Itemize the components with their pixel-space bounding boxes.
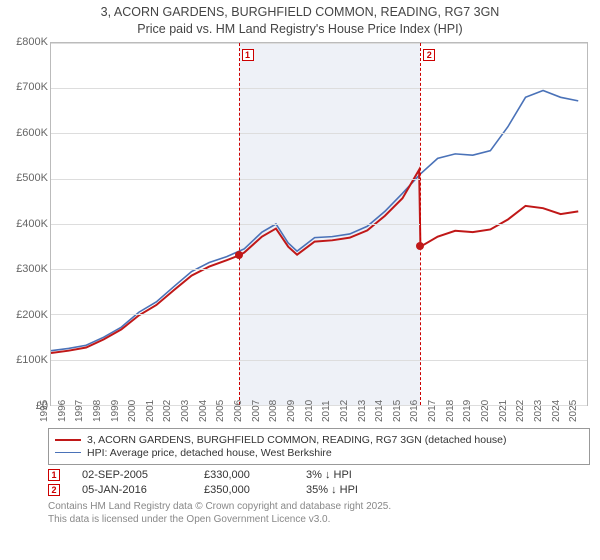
x-tick-label: 1995 xyxy=(39,400,41,422)
y-tick-label: £100K xyxy=(16,354,48,366)
chart-area: £0£100K£200K£300K£400K£500K£600K£700K£80… xyxy=(8,42,592,424)
gridline-h xyxy=(51,224,587,225)
gridline-h xyxy=(51,360,587,361)
sale-dot xyxy=(416,242,424,250)
gridline-h xyxy=(51,133,587,134)
y-axis: £0£100K£200K£300K£400K£500K£600K£700K£80… xyxy=(8,42,50,406)
series-hpi xyxy=(51,90,578,350)
chart-container: 3, ACORN GARDENS, BURGHFIELD COMMON, REA… xyxy=(0,0,600,560)
x-tick-label: 1998 xyxy=(92,400,94,422)
plot-area: 12 xyxy=(50,42,588,406)
y-tick-label: £700K xyxy=(16,81,48,93)
sale-row: 2 05-JAN-2016 £350,000 35% ↓ HPI xyxy=(48,484,590,496)
x-tick-label: 2023 xyxy=(533,400,535,422)
title-line1: 3, ACORN GARDENS, BURGHFIELD COMMON, REA… xyxy=(10,4,590,21)
sale-hpi-delta: 35% ↓ HPI xyxy=(306,484,396,496)
y-tick-label: £300K xyxy=(16,263,48,275)
title-line2: Price paid vs. HM Land Registry's House … xyxy=(10,21,590,38)
legend-label: HPI: Average price, detached house, West… xyxy=(87,447,332,459)
x-tick-label: 2017 xyxy=(427,400,429,422)
sale-row-marker: 2 xyxy=(48,484,60,496)
gridline-h xyxy=(51,314,587,315)
sale-dot xyxy=(235,251,243,259)
sale-row-marker: 1 xyxy=(48,469,60,481)
x-tick-label: 2005 xyxy=(215,400,217,422)
sale-price: £350,000 xyxy=(204,484,284,496)
gridline-h xyxy=(51,179,587,180)
x-tick-label: 2019 xyxy=(462,400,464,422)
x-tick-label: 2007 xyxy=(251,400,253,422)
sale-date: 02-SEP-2005 xyxy=(82,469,182,481)
attribution: Contains HM Land Registry data © Crown c… xyxy=(48,500,590,526)
sale-marker-line xyxy=(420,43,421,405)
x-tick-label: 2004 xyxy=(198,400,200,422)
x-tick-label: 2014 xyxy=(374,400,376,422)
legend: 3, ACORN GARDENS, BURGHFIELD COMMON, REA… xyxy=(48,428,590,465)
title-block: 3, ACORN GARDENS, BURGHFIELD COMMON, REA… xyxy=(0,0,600,40)
x-tick-label: 1997 xyxy=(74,400,76,422)
gridline-h xyxy=(51,43,587,44)
x-tick-label: 2011 xyxy=(321,400,323,422)
sale-marker-box: 1 xyxy=(242,49,254,61)
x-tick-label: 1999 xyxy=(109,400,111,422)
x-tick-label: 2010 xyxy=(303,400,305,422)
x-tick-label: 2000 xyxy=(127,400,129,422)
legend-item: HPI: Average price, detached house, West… xyxy=(55,447,583,459)
x-tick-label: 1996 xyxy=(57,400,59,422)
x-tick-label: 2008 xyxy=(268,400,270,422)
x-tick-label: 2016 xyxy=(409,400,411,422)
y-tick-label: £200K xyxy=(16,309,48,321)
legend-label: 3, ACORN GARDENS, BURGHFIELD COMMON, REA… xyxy=(87,434,507,446)
sale-price: £330,000 xyxy=(204,469,284,481)
x-axis: 1995199619971998199920002001200220032004… xyxy=(50,406,588,424)
x-tick-label: 2009 xyxy=(286,400,288,422)
attrib-line2: This data is licensed under the Open Gov… xyxy=(48,513,590,526)
gridline-h xyxy=(51,88,587,89)
attrib-line1: Contains HM Land Registry data © Crown c… xyxy=(48,500,590,513)
legend-swatch xyxy=(55,439,81,441)
y-tick-label: £600K xyxy=(16,127,48,139)
x-tick-label: 2012 xyxy=(339,400,341,422)
x-tick-label: 2015 xyxy=(392,400,394,422)
x-tick-label: 2018 xyxy=(445,400,447,422)
x-tick-label: 2021 xyxy=(497,400,499,422)
x-tick-label: 2002 xyxy=(162,400,164,422)
x-tick-label: 2020 xyxy=(480,400,482,422)
legend-swatch xyxy=(55,452,81,453)
series-property xyxy=(51,169,578,352)
x-tick-label: 2013 xyxy=(356,400,358,422)
y-tick-label: £500K xyxy=(16,172,48,184)
sale-row: 1 02-SEP-2005 £330,000 3% ↓ HPI xyxy=(48,469,590,481)
sale-marker-line xyxy=(239,43,240,405)
sale-hpi-delta: 3% ↓ HPI xyxy=(306,469,396,481)
gridline-h xyxy=(51,269,587,270)
sale-date: 05-JAN-2016 xyxy=(82,484,182,496)
x-tick-label: 2024 xyxy=(550,400,552,422)
legend-item: 3, ACORN GARDENS, BURGHFIELD COMMON, REA… xyxy=(55,434,583,446)
x-tick-label: 2022 xyxy=(515,400,517,422)
x-tick-label: 2003 xyxy=(180,400,182,422)
x-tick-label: 2001 xyxy=(145,400,147,422)
sale-marker-box: 2 xyxy=(423,49,435,61)
x-tick-label: 2006 xyxy=(233,400,235,422)
y-tick-label: £400K xyxy=(16,218,48,230)
y-tick-label: £800K xyxy=(16,36,48,48)
sales-table: 1 02-SEP-2005 £330,000 3% ↓ HPI 2 05-JAN-2016… xyxy=(48,469,590,496)
x-tick-label: 2025 xyxy=(568,400,570,422)
